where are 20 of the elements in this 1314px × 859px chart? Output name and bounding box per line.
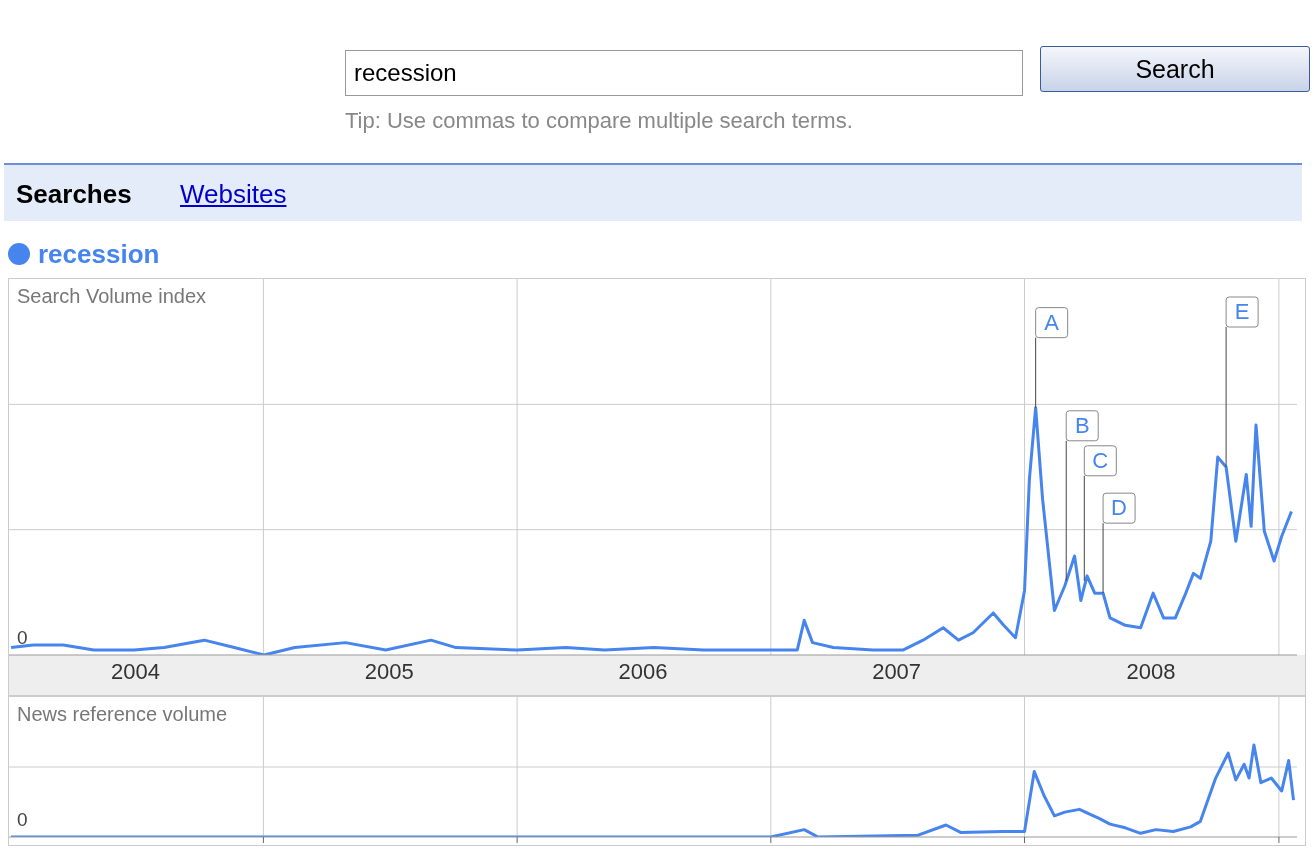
- annotation: 0: [17, 809, 28, 831]
- y-axis-title: News reference volume: [17, 703, 228, 726]
- legend-label: recession: [38, 238, 160, 270]
- text: Searches: [16, 179, 132, 210]
- text: Tip: Use commas to compare multiple search terms.: [345, 108, 853, 134]
- text: Search: [1040, 46, 1310, 92]
- x-tick-label: 2004: [111, 658, 160, 684]
- annotation: B: [1074, 412, 1090, 438]
- annotation: A: [1044, 309, 1060, 335]
- annotation: D: [1111, 495, 1128, 521]
- x-tick-label: 2008: [1126, 658, 1176, 684]
- text: Websites: [180, 179, 287, 210]
- annotation: E: [1234, 299, 1250, 324]
- x-tick-label: 2007: [872, 658, 922, 684]
- x-tick-label: 2005: [364, 658, 414, 684]
- text: recession: [345, 50, 1023, 96]
- y-axis-title: Search Volume index: [17, 285, 207, 308]
- x-tick-label: 2006: [618, 658, 668, 684]
- annotation: C: [1092, 447, 1109, 473]
- annotation: 0: [17, 627, 28, 649]
